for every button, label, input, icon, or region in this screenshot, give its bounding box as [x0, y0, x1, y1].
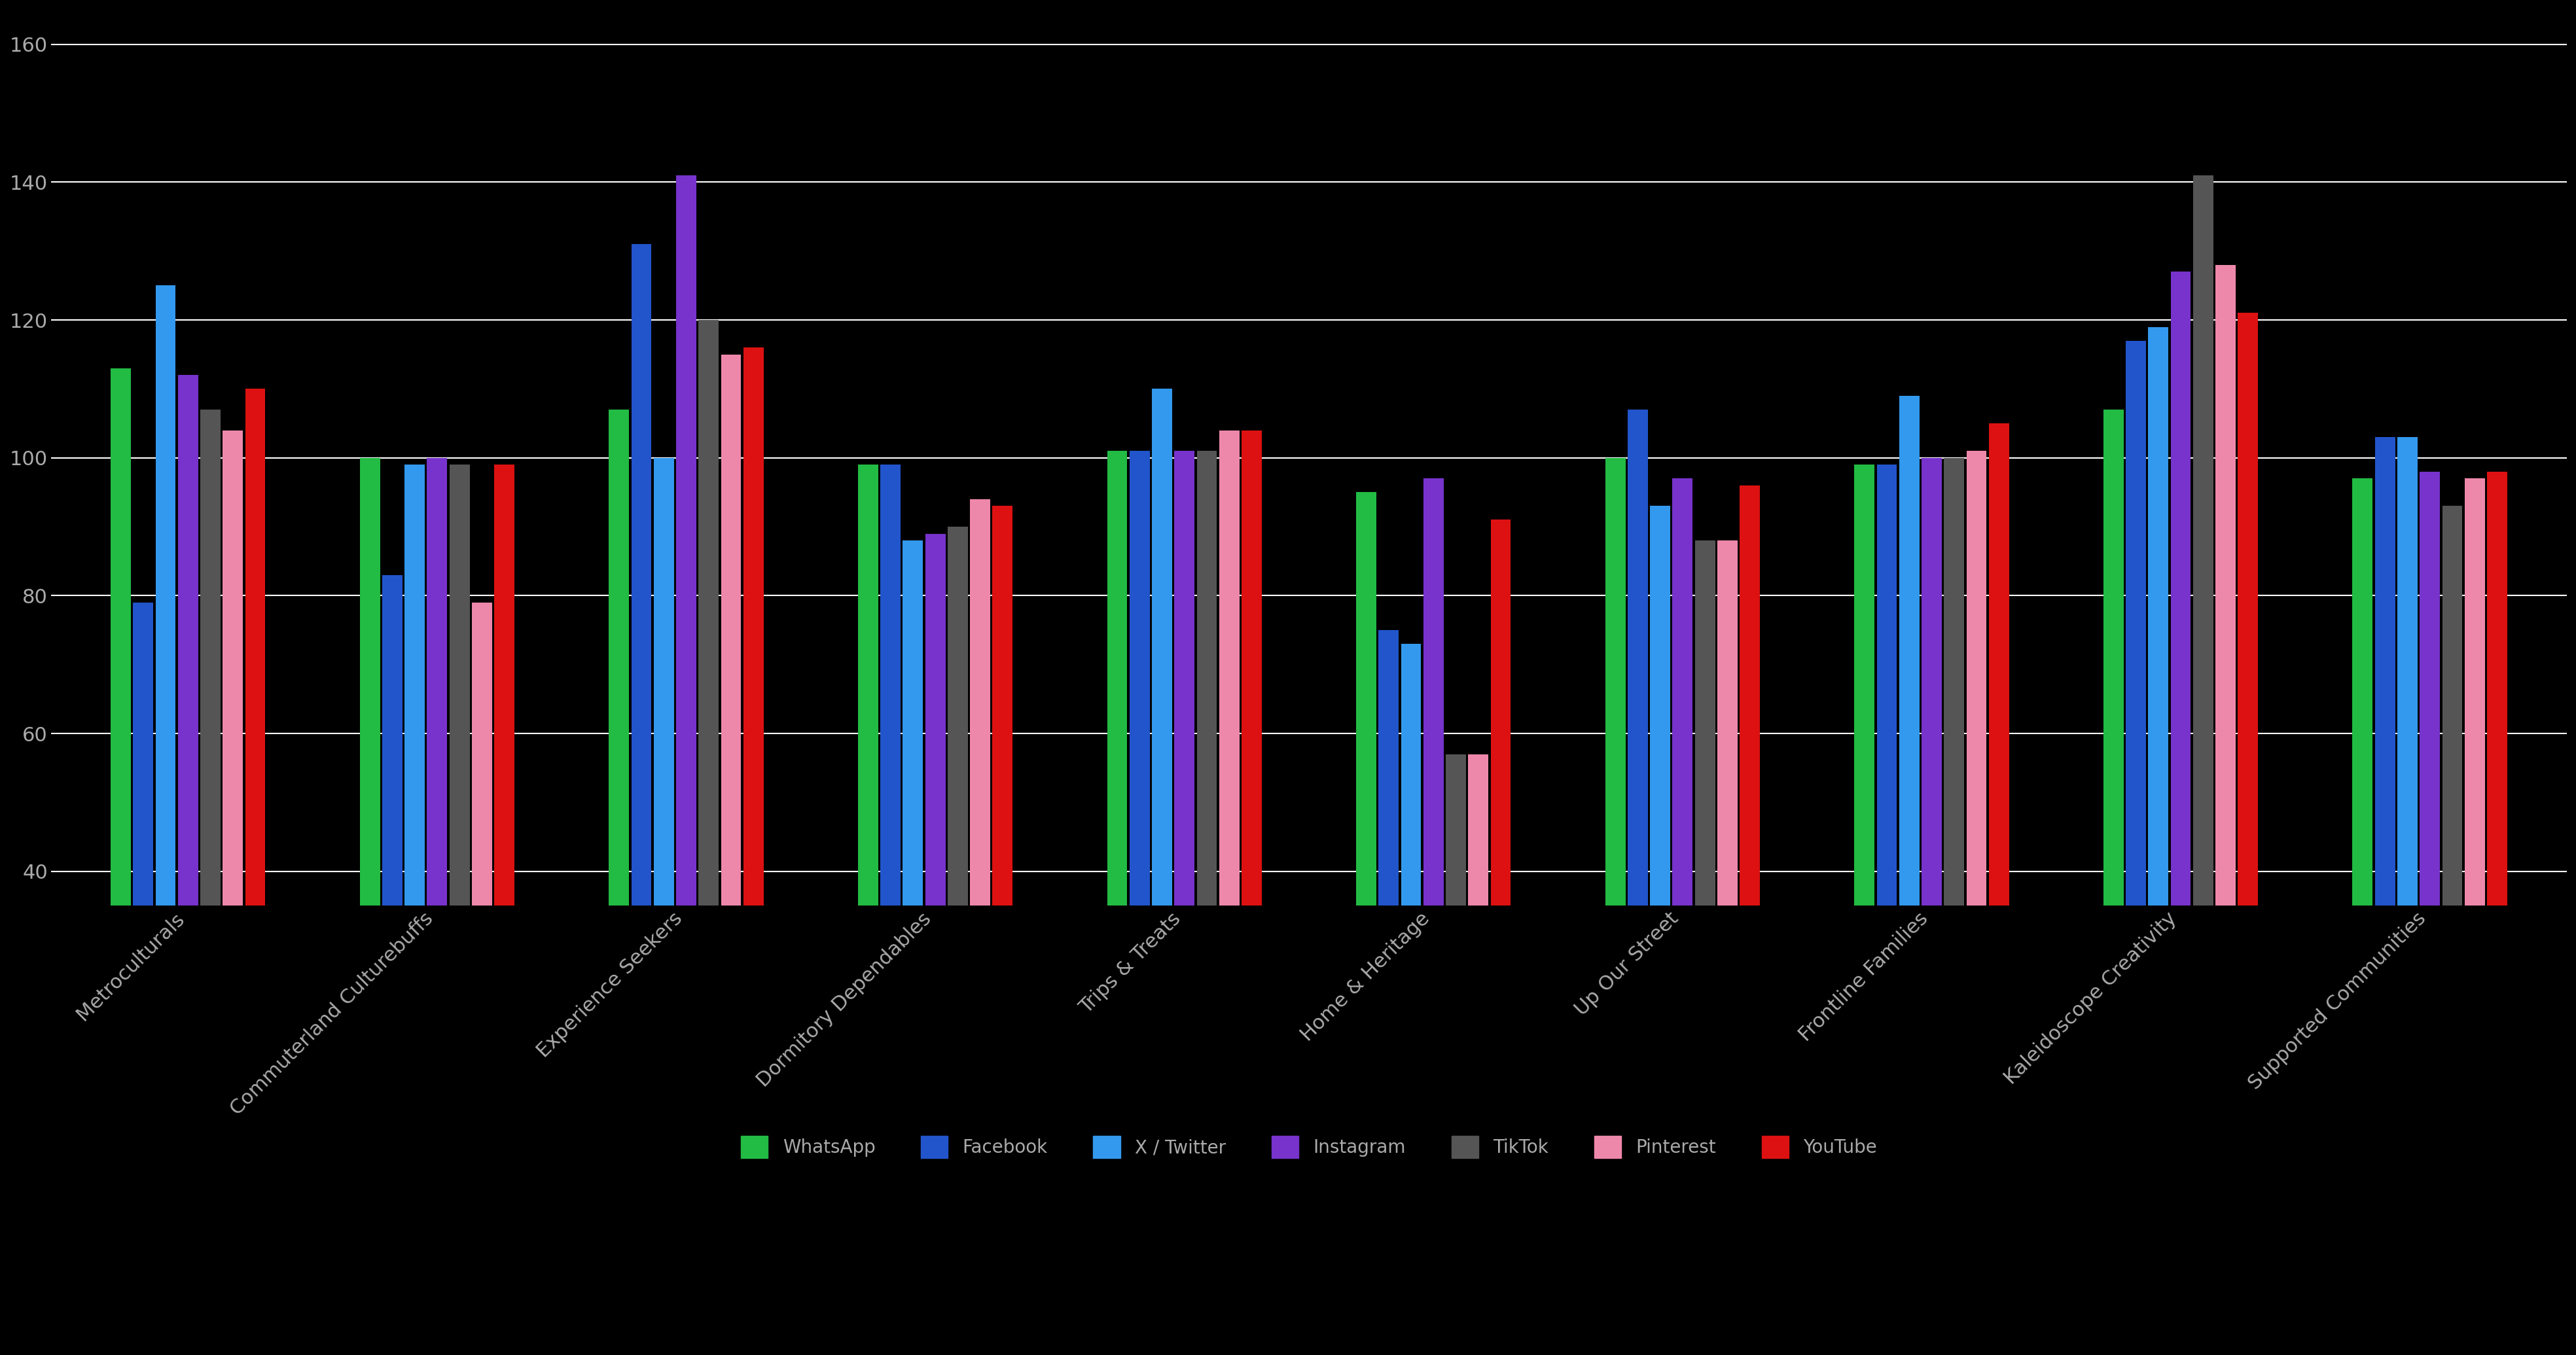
Bar [1468, 755, 1489, 1146]
Bar [2192, 175, 2213, 1146]
Bar [2419, 472, 2439, 1146]
Bar [1175, 451, 1195, 1146]
Bar [1422, 478, 1443, 1146]
Bar [744, 347, 762, 1146]
Bar [1855, 465, 1873, 1146]
Bar [1922, 458, 1942, 1146]
Bar [1716, 541, 1736, 1146]
Bar [631, 244, 652, 1146]
Bar [1128, 451, 1149, 1146]
Bar [2442, 505, 2463, 1146]
Bar [448, 465, 469, 1146]
Bar [2169, 272, 2190, 1146]
Bar [881, 465, 902, 1146]
Bar [948, 527, 969, 1146]
Bar [1242, 431, 1262, 1146]
Bar [495, 465, 515, 1146]
Bar [2396, 438, 2416, 1146]
Bar [1108, 451, 1126, 1146]
Bar [2148, 327, 2169, 1146]
Bar [1989, 423, 2009, 1146]
Bar [2465, 478, 2483, 1146]
Bar [969, 499, 989, 1146]
Bar [1739, 485, 1759, 1146]
Bar [2239, 313, 2257, 1146]
Bar [654, 458, 675, 1146]
Bar [1218, 431, 1239, 1146]
Bar [2375, 438, 2396, 1146]
Bar [1649, 505, 1669, 1146]
Bar [1151, 389, 1172, 1146]
Bar [698, 320, 719, 1146]
Bar [1965, 451, 1986, 1146]
Bar [1942, 458, 1963, 1146]
Bar [2215, 264, 2236, 1146]
Bar [178, 375, 198, 1146]
Bar [222, 431, 242, 1146]
Bar [1401, 644, 1422, 1146]
Bar [925, 534, 945, 1146]
Bar [404, 465, 425, 1146]
Bar [2125, 340, 2146, 1146]
Bar [2352, 478, 2372, 1146]
Bar [134, 603, 152, 1146]
Bar [1355, 492, 1376, 1146]
Bar [1605, 458, 1625, 1146]
Bar [1378, 630, 1399, 1146]
Bar [992, 505, 1012, 1146]
Bar [1492, 520, 1510, 1146]
Bar [902, 541, 922, 1146]
Bar [1899, 396, 1919, 1146]
Bar [721, 355, 742, 1146]
Bar [675, 175, 696, 1146]
Bar [111, 369, 131, 1146]
Bar [471, 603, 492, 1146]
Bar [1195, 451, 1216, 1146]
Bar [2486, 472, 2506, 1146]
Bar [2102, 409, 2123, 1146]
Legend: WhatsApp, Facebook, X / Twitter, Instagram, TikTok, Pinterest, YouTube: WhatsApp, Facebook, X / Twitter, Instagr… [734, 1129, 1883, 1165]
Bar [245, 389, 265, 1146]
Bar [201, 409, 222, 1146]
Bar [1672, 478, 1692, 1146]
Bar [381, 575, 402, 1146]
Bar [1695, 541, 1716, 1146]
Bar [608, 409, 629, 1146]
Bar [858, 465, 878, 1146]
Bar [155, 286, 175, 1146]
Bar [361, 458, 379, 1146]
Bar [1445, 755, 1466, 1146]
Bar [428, 458, 448, 1146]
Bar [1875, 465, 1896, 1146]
Bar [1628, 409, 1649, 1146]
